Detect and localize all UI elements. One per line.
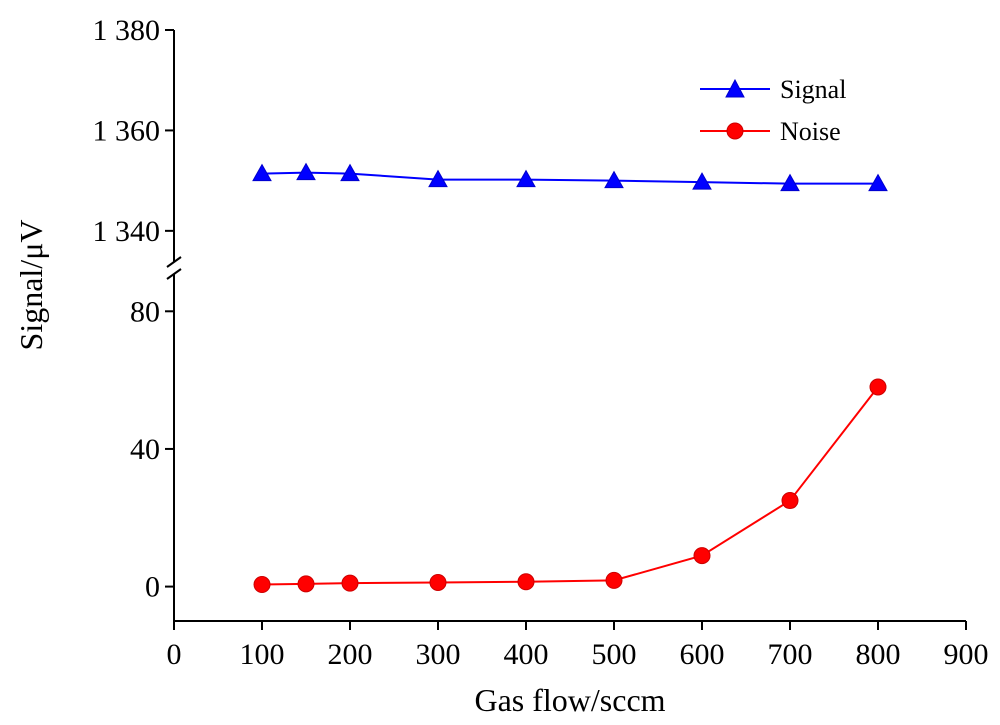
signal-point xyxy=(780,173,800,192)
y-tick-label-lower: 80 xyxy=(130,295,160,328)
series-layer xyxy=(252,162,888,594)
noise-series-line xyxy=(261,386,879,586)
noise-point xyxy=(517,573,535,591)
legend: Signal Noise xyxy=(700,75,846,146)
axis-break-mark xyxy=(166,256,182,268)
noise-point xyxy=(693,547,711,565)
noise-point xyxy=(297,575,315,593)
noise-point xyxy=(781,492,799,510)
legend-noise-marker xyxy=(726,122,744,140)
x-tick-label: 100 xyxy=(240,638,285,671)
x-axis-title: Gas flow/sccm xyxy=(474,682,665,718)
noise-point xyxy=(253,576,271,594)
signal-point xyxy=(868,173,888,192)
y-tick-label-upper: 1 360 xyxy=(93,114,161,147)
legend-noise-label: Noise xyxy=(780,117,841,146)
signal-point xyxy=(604,170,624,189)
signal-point xyxy=(252,163,272,182)
noise-point xyxy=(869,378,887,396)
signal-point xyxy=(428,169,448,188)
x-tick-label: 500 xyxy=(592,638,637,671)
x-tick-label: 800 xyxy=(856,638,901,671)
x-tick-label: 600 xyxy=(680,638,725,671)
legend-signal-marker xyxy=(725,78,745,98)
x-tick-label: 700 xyxy=(768,638,813,671)
y-axis-title: Signal/μV xyxy=(13,220,49,351)
signal-point xyxy=(516,169,536,188)
signal-point xyxy=(692,172,712,190)
x-tick-label: 0 xyxy=(167,638,182,671)
legend-signal-label: Signal xyxy=(780,75,846,104)
y-tick-label-lower: 0 xyxy=(145,571,160,604)
y-tick-label-upper: 1 340 xyxy=(93,215,161,248)
signal-point xyxy=(296,162,316,181)
axis-break-mark xyxy=(166,268,182,280)
noise-point xyxy=(605,571,623,589)
x-tick-label: 300 xyxy=(416,638,461,671)
axes-layer xyxy=(166,30,966,622)
y-tick-label-upper: 1 380 xyxy=(93,14,161,47)
x-tick-label: 200 xyxy=(328,638,373,671)
x-tick-label: 400 xyxy=(504,638,549,671)
y-tick-label-lower: 40 xyxy=(130,433,160,466)
signal-point xyxy=(340,163,360,182)
noise-point xyxy=(429,573,447,591)
x-tick-label: 900 xyxy=(944,638,989,671)
noise-point xyxy=(341,574,359,592)
